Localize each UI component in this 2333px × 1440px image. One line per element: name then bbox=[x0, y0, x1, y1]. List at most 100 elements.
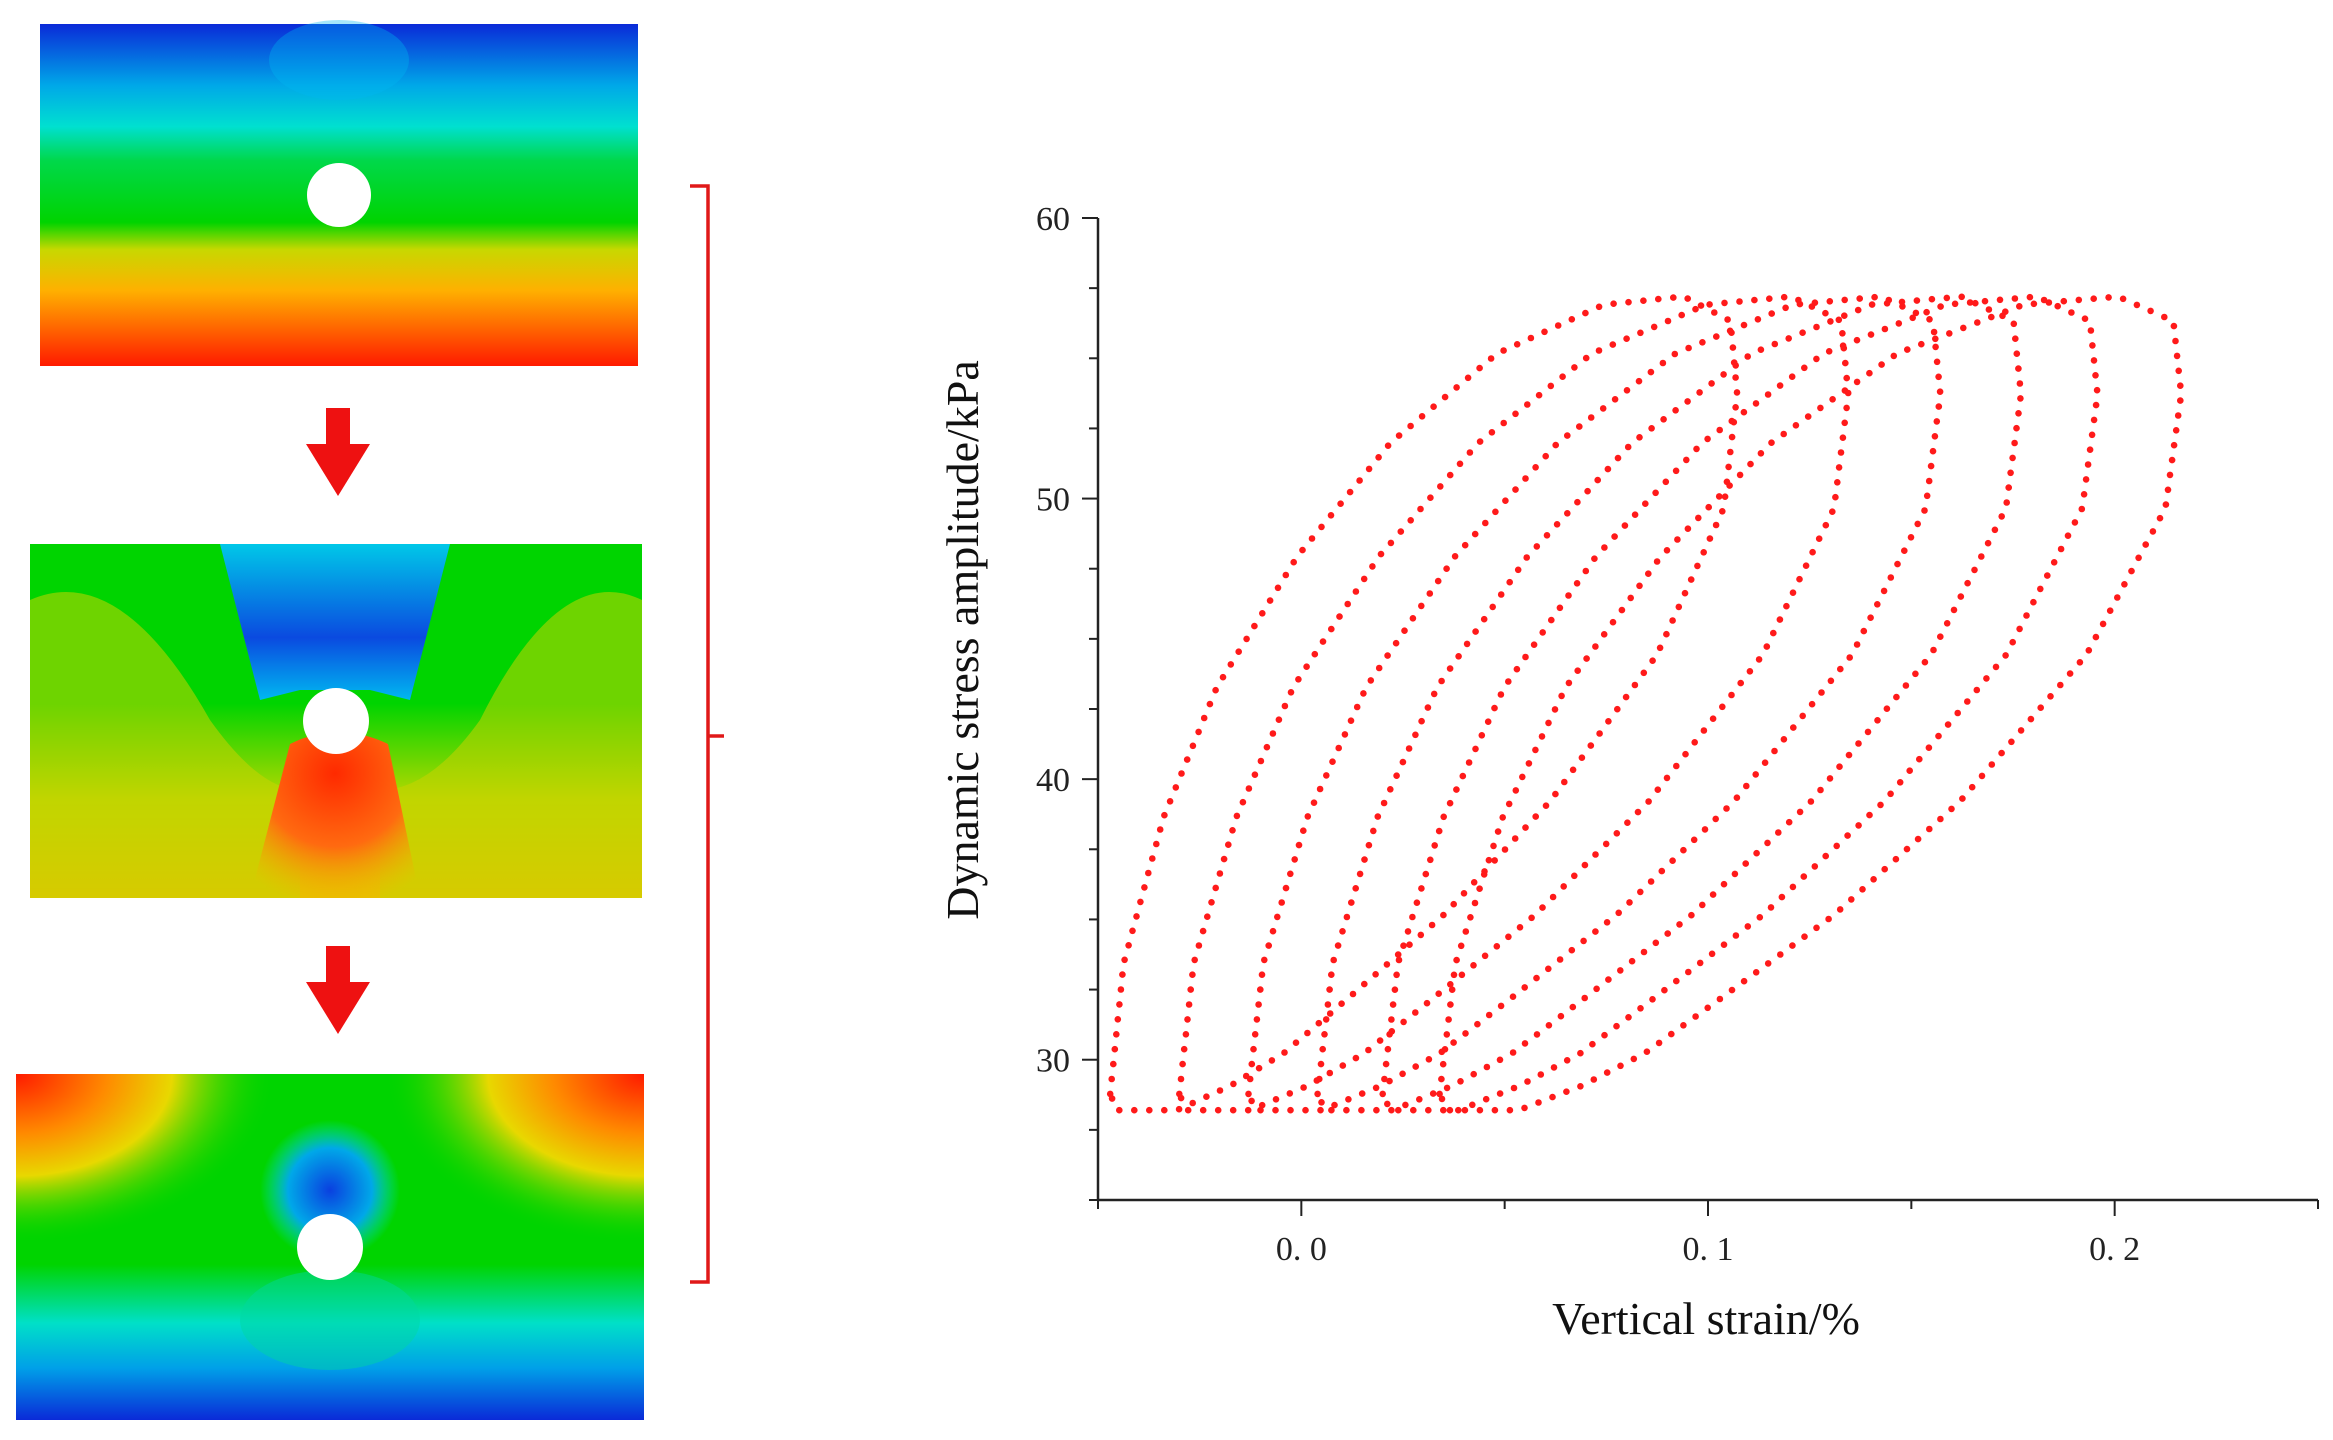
data-point bbox=[1505, 800, 1513, 808]
data-point bbox=[1563, 1088, 1570, 1095]
data-point bbox=[1684, 398, 1691, 405]
data-point bbox=[1459, 772, 1467, 780]
data-point bbox=[1582, 567, 1590, 575]
data-point bbox=[1972, 299, 1979, 307]
data-point bbox=[1516, 924, 1524, 931]
data-point bbox=[1387, 539, 1395, 547]
data-point bbox=[1895, 320, 1903, 327]
data-point bbox=[1328, 971, 1335, 978]
data-point bbox=[1747, 460, 1754, 468]
data-point bbox=[1609, 341, 1617, 348]
data-point bbox=[1189, 742, 1197, 750]
data-point bbox=[1826, 298, 1834, 305]
data-point bbox=[1393, 971, 1400, 979]
data-point bbox=[1846, 654, 1853, 661]
data-point bbox=[1141, 884, 1148, 891]
data-point bbox=[1785, 335, 1792, 342]
data-point bbox=[1715, 493, 1723, 500]
data-point bbox=[1129, 927, 1136, 935]
data-point bbox=[1539, 904, 1546, 911]
data-point bbox=[1833, 842, 1840, 850]
data-point bbox=[1578, 754, 1586, 761]
data-point bbox=[1496, 1056, 1504, 1064]
data-point bbox=[1951, 300, 1959, 308]
data-point bbox=[1684, 525, 1692, 532]
data-point bbox=[1538, 733, 1546, 740]
data-point bbox=[1887, 574, 1895, 581]
data-point bbox=[1719, 508, 1726, 515]
data-point bbox=[2005, 484, 2012, 491]
data-point bbox=[1673, 977, 1680, 985]
tick-marks bbox=[1082, 217, 2319, 1216]
data-point bbox=[1429, 1090, 1437, 1097]
data-point bbox=[1352, 1054, 1360, 1062]
data-point bbox=[1214, 1106, 1222, 1114]
data-point bbox=[1547, 382, 1555, 390]
data-point bbox=[1431, 842, 1438, 849]
data-point bbox=[1373, 1106, 1380, 1114]
data-point bbox=[2068, 309, 2075, 316]
data-point bbox=[1208, 899, 1215, 906]
data-point bbox=[1381, 1075, 1388, 1083]
data-point bbox=[1736, 471, 1744, 479]
data-point bbox=[1825, 348, 1833, 355]
data-point bbox=[1645, 798, 1652, 805]
data-point bbox=[1229, 1106, 1237, 1114]
data-point bbox=[1808, 700, 1816, 708]
data-point bbox=[1556, 956, 1564, 963]
data-point bbox=[2172, 337, 2179, 345]
data-point bbox=[1460, 890, 1468, 897]
data-point bbox=[1542, 452, 1549, 460]
data-point bbox=[1551, 706, 1559, 713]
data-point bbox=[2011, 295, 2019, 302]
data-point bbox=[1637, 1005, 1644, 1012]
data-point bbox=[1822, 309, 1829, 317]
data-point bbox=[1413, 899, 1421, 906]
data-point bbox=[1549, 1093, 1556, 1101]
data-point bbox=[2030, 598, 2037, 606]
data-point bbox=[1672, 407, 1679, 414]
data-point bbox=[2023, 612, 2030, 619]
data-point bbox=[1669, 617, 1676, 624]
data-point bbox=[1206, 700, 1214, 708]
data-point bbox=[1623, 335, 1630, 343]
data-point bbox=[1943, 620, 1951, 627]
data-point bbox=[1184, 1106, 1192, 1114]
data-point bbox=[1733, 794, 1741, 801]
data-point bbox=[1524, 1078, 1531, 1085]
data-point bbox=[1656, 644, 1664, 652]
data-point bbox=[1304, 1029, 1311, 1037]
data-point bbox=[1674, 536, 1681, 543]
data-point bbox=[1663, 774, 1671, 782]
data-point bbox=[1114, 1016, 1122, 1023]
data-point bbox=[1304, 813, 1312, 820]
data-point bbox=[1464, 374, 1472, 382]
data-point bbox=[1509, 993, 1517, 1000]
data-point bbox=[1472, 628, 1479, 635]
data-point bbox=[1393, 772, 1400, 779]
data-point bbox=[1185, 1001, 1193, 1008]
data-point bbox=[1493, 943, 1501, 950]
data-point bbox=[1395, 432, 1403, 439]
data-point bbox=[1573, 580, 1581, 587]
data-point bbox=[1757, 346, 1765, 354]
data-point bbox=[1377, 550, 1385, 558]
data-point bbox=[1604, 465, 1612, 473]
data-point bbox=[1854, 306, 1862, 314]
data-point bbox=[1801, 364, 1808, 372]
data-point bbox=[1382, 1060, 1390, 1068]
data-point bbox=[1472, 745, 1479, 753]
data-point bbox=[1316, 785, 1324, 793]
data-point bbox=[1299, 546, 1306, 554]
data-point bbox=[2078, 505, 2086, 513]
data-point bbox=[2066, 670, 2074, 677]
data-point bbox=[1792, 422, 1800, 429]
data-point bbox=[1635, 377, 1643, 385]
data-point bbox=[1948, 805, 1955, 813]
data-point bbox=[2075, 296, 2083, 304]
axes bbox=[1096, 218, 2318, 1202]
data-point bbox=[1720, 880, 1728, 888]
data-point bbox=[1243, 635, 1250, 643]
data-point bbox=[1537, 1071, 1545, 1078]
data-point bbox=[1727, 448, 1734, 456]
